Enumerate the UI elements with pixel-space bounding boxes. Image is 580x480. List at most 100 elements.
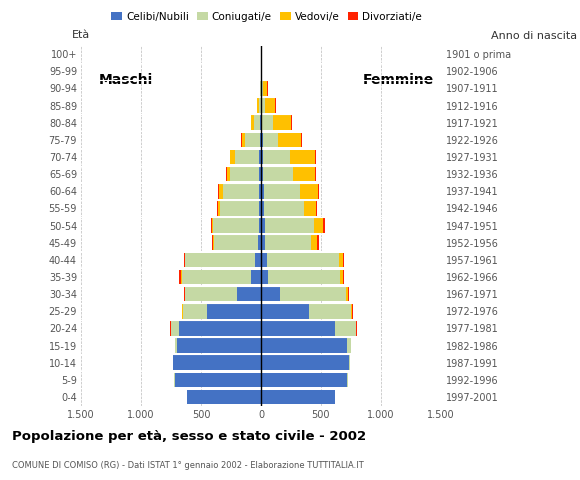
Bar	[315, 167, 316, 181]
Bar	[318, 184, 319, 199]
Bar	[218, 201, 220, 216]
Bar	[317, 236, 318, 250]
Bar	[351, 304, 352, 319]
Bar	[343, 252, 345, 267]
Bar	[315, 150, 316, 164]
Bar	[264, 201, 303, 216]
Bar	[293, 167, 315, 181]
Bar	[207, 304, 261, 319]
Bar	[264, 218, 314, 233]
Bar	[182, 270, 251, 284]
Bar	[261, 270, 268, 284]
Bar	[261, 184, 264, 199]
Text: Anno di nascita: Anno di nascita	[491, 31, 577, 41]
Bar	[348, 287, 349, 301]
Bar	[175, 372, 261, 387]
Bar	[347, 338, 351, 353]
Bar	[259, 201, 261, 216]
Bar	[242, 132, 245, 147]
Bar	[339, 252, 343, 267]
Bar	[263, 132, 278, 147]
Bar	[262, 116, 273, 130]
Bar	[263, 81, 267, 96]
Bar	[340, 270, 343, 284]
Bar	[259, 167, 261, 181]
Bar	[227, 167, 230, 181]
Bar	[261, 390, 335, 404]
Text: Età: Età	[71, 30, 90, 40]
Bar	[262, 98, 265, 113]
Bar	[261, 252, 267, 267]
Bar	[230, 167, 259, 181]
Bar	[171, 321, 179, 336]
Bar	[261, 218, 264, 233]
Bar	[213, 236, 258, 250]
Bar	[219, 184, 223, 199]
Bar	[186, 287, 237, 301]
Bar	[262, 81, 263, 96]
Bar	[263, 167, 293, 181]
Bar	[241, 132, 242, 147]
Bar	[261, 150, 263, 164]
Text: Popolazione per età, sesso e stato civile - 2002: Popolazione per età, sesso e stato civil…	[12, 430, 366, 443]
Bar	[260, 116, 261, 130]
Bar	[260, 132, 261, 147]
Bar	[170, 321, 171, 336]
Bar	[261, 98, 262, 113]
Bar	[300, 184, 318, 199]
Bar	[261, 64, 262, 79]
Bar	[179, 270, 182, 284]
Bar	[185, 287, 186, 301]
Bar	[251, 270, 261, 284]
Bar	[343, 270, 345, 284]
Bar	[213, 218, 259, 233]
Bar	[260, 81, 261, 96]
Bar	[186, 252, 255, 267]
Bar	[335, 321, 356, 336]
Bar	[352, 304, 353, 319]
Bar	[184, 287, 185, 301]
Bar	[268, 270, 340, 284]
Bar	[184, 252, 185, 267]
Text: Maschi: Maschi	[99, 73, 154, 87]
Bar	[261, 236, 264, 250]
Bar	[182, 304, 183, 319]
Bar	[303, 201, 316, 216]
Bar	[179, 321, 261, 336]
Bar	[261, 321, 335, 336]
Bar	[255, 116, 260, 130]
Bar	[278, 132, 301, 147]
Bar	[226, 167, 227, 181]
Bar	[261, 81, 262, 96]
Bar	[323, 218, 325, 233]
Bar	[173, 356, 261, 370]
Bar	[212, 218, 213, 233]
Bar	[349, 356, 350, 370]
Bar	[261, 287, 280, 301]
Bar	[261, 132, 263, 147]
Bar	[245, 132, 260, 147]
Bar	[237, 287, 261, 301]
Bar	[259, 150, 261, 164]
Bar	[346, 287, 348, 301]
Bar	[267, 252, 339, 267]
Bar	[301, 132, 302, 147]
Bar	[218, 184, 219, 199]
Bar	[183, 304, 207, 319]
Bar	[261, 372, 347, 387]
Bar	[259, 98, 261, 113]
Bar	[223, 184, 259, 199]
Bar	[220, 201, 259, 216]
Bar	[316, 201, 317, 216]
Bar	[265, 98, 275, 113]
Bar	[261, 356, 349, 370]
Bar	[235, 150, 259, 164]
Bar	[264, 236, 311, 250]
Bar	[258, 98, 259, 113]
Bar	[311, 236, 317, 250]
Bar	[261, 304, 309, 319]
Bar	[263, 150, 290, 164]
Bar	[273, 116, 291, 130]
Bar	[275, 98, 276, 113]
Bar	[251, 116, 255, 130]
